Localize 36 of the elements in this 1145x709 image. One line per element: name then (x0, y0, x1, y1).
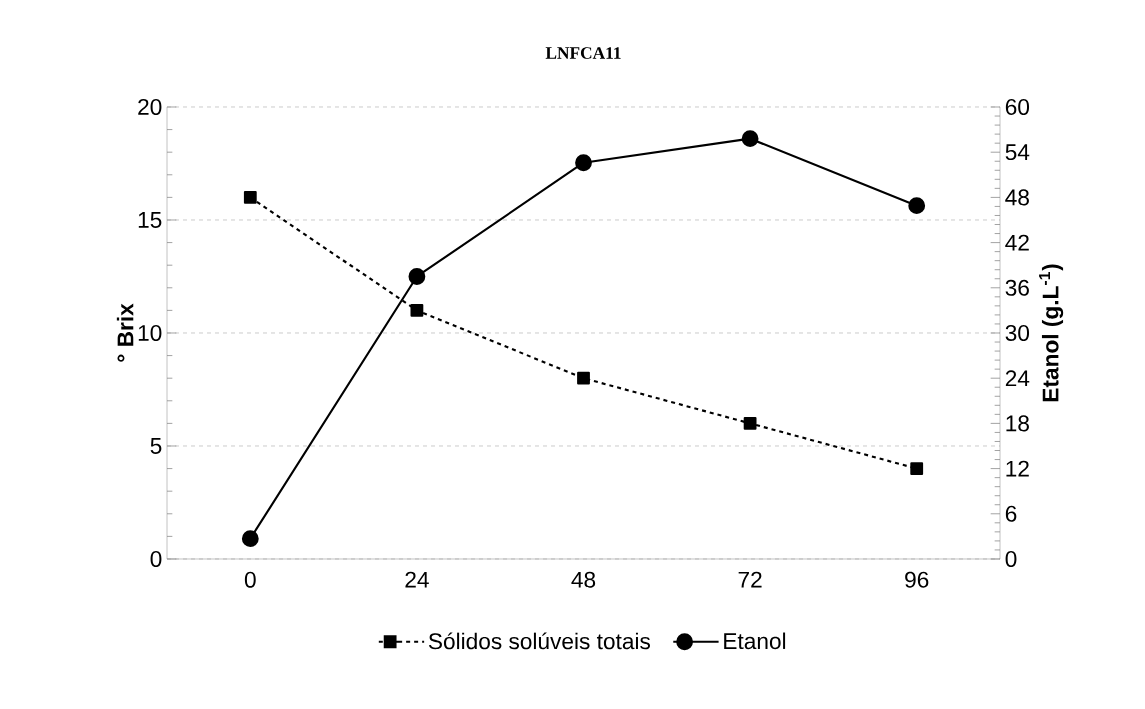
point (908, 197, 926, 215)
legend-label: Etanol (724, 632, 786, 650)
x-tick-label: 72 (738, 571, 762, 588)
y-axis-title: ° Brix (116, 303, 134, 362)
x-tick-label: 0 (244, 571, 256, 588)
point (243, 190, 257, 204)
y2-tick-label: 12 (1006, 460, 1029, 477)
y2-tick-label: 24 (1005, 370, 1030, 387)
x-tick-label: 48 (571, 571, 596, 588)
y-tick-label: 10 (138, 324, 162, 342)
point (741, 130, 759, 148)
y2-tick-label: 0 (1005, 550, 1017, 568)
y2-tick-label: 60 (1005, 98, 1030, 116)
point (743, 416, 757, 430)
x-tick-label: 96 (905, 571, 929, 588)
point (575, 154, 592, 172)
point (577, 371, 590, 385)
y2-tick-label: 36 (1005, 279, 1029, 296)
point (410, 303, 424, 317)
y2-tick-label: 54 (1005, 144, 1030, 161)
point (241, 530, 259, 548)
y-tick-label: 0 (150, 550, 162, 568)
legend-label: Sólidos solúveis totais (428, 632, 650, 650)
y-tick-label: 20 (138, 98, 162, 116)
y-tick-label: 5 (150, 438, 162, 454)
y2-tick-label: 18 (1006, 415, 1029, 432)
y2-tick-label: 6 (1005, 505, 1017, 522)
y2-tick-label: 30 (1005, 324, 1030, 342)
point (408, 268, 426, 285)
y2-tick-label: 42 (1005, 234, 1029, 251)
y-tick-label: 15 (138, 212, 162, 228)
x-tick-label: 24 (405, 571, 429, 588)
y2-axis-title: Etanol (g.L$^{-1}$) (1039, 264, 1064, 402)
y2-tick-label: 48 (1005, 189, 1029, 206)
chart-title: LNFCA11 (545, 47, 621, 59)
point (910, 462, 924, 475)
